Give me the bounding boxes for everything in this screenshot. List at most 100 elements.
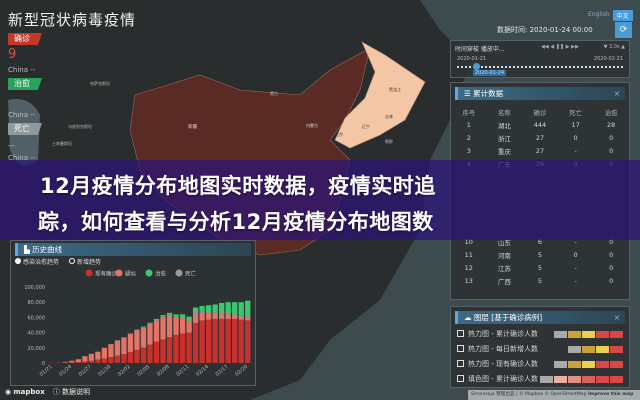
table-row[interactable]: 3 重庆 27 - 0 <box>451 144 629 157</box>
legend-marker[interactable] <box>115 269 123 277</box>
layer-option[interactable]: 填色图 - 累计确诊人数 <box>451 372 629 387</box>
layer-option[interactable]: 热力图 - 每日新增人数 <box>451 342 629 357</box>
layer-option[interactable]: 热力图 - 现有确诊人数 <box>451 357 629 372</box>
legend-chip <box>596 361 609 368</box>
mapbox-logo[interactable]: ◉ mapbox <box>5 388 45 396</box>
speed-control[interactable]: ▼ 3.0s ▲ <box>603 44 625 50</box>
bar-现有确诊 <box>166 337 173 363</box>
data-time: 数据时间: 2020-01-24 00:00 <box>497 25 593 35</box>
cured-badge[interactable]: 治愈 <box>8 78 42 90</box>
language-toggle[interactable]: English 中文 <box>585 10 633 21</box>
legend-marker[interactable] <box>85 269 93 277</box>
x-tick-label: 01/30 <box>97 364 112 378</box>
table-cell: 山东 <box>497 238 511 247</box>
legend-label[interactable]: 死亡 <box>185 270 197 278</box>
column-header: 治愈 <box>604 108 618 117</box>
death-badge[interactable]: 死亡 <box>8 123 42 135</box>
layer-option[interactable]: 热力图 - 累计确诊人数 <box>451 327 629 342</box>
confirmed-region: China -- <box>8 66 36 74</box>
column-header: 名称 <box>497 108 511 117</box>
table-cell: 13 <box>464 276 473 285</box>
radio-new-trend[interactable]: 新增趋势 <box>69 257 101 266</box>
bar-死亡 <box>225 313 231 315</box>
mapbox-icon: ◉ <box>5 388 12 396</box>
layer-legend <box>554 361 623 368</box>
attribution-text[interactable]: Simonsaja 整理出品 | © Mapbox © OpenStreetMa… <box>471 392 587 397</box>
bar-疑似 <box>134 330 140 350</box>
bar-疑似 <box>192 313 199 324</box>
bar-疑似 <box>108 344 114 358</box>
bar-死亡 <box>153 320 160 321</box>
map-label-xj: 新疆 <box>188 123 197 130</box>
bar-现有确诊 <box>245 320 251 363</box>
table-row[interactable]: 13 广西 5 - 0 <box>451 274 629 287</box>
table-cell: 28 <box>607 120 616 129</box>
table-cell: 2 <box>466 133 471 142</box>
improve-map-link[interactable]: Improve this map <box>587 392 634 397</box>
legend-marker[interactable] <box>145 269 153 277</box>
legend-label[interactable]: 现有确诊 <box>95 270 118 278</box>
legend-label[interactable]: 治愈 <box>155 270 167 278</box>
legend-marker[interactable] <box>175 269 183 277</box>
table-cell: 湖北 <box>497 121 511 130</box>
bar-治愈 <box>186 316 192 321</box>
column-header: 确诊 <box>533 108 547 117</box>
bar-现有确诊 <box>186 332 192 363</box>
map-label-uz: 乌兹别克斯坦 <box>68 123 92 129</box>
radio-cure-trend[interactable]: 感染治愈趋势 <box>15 257 59 266</box>
bar-现有确诊 <box>114 355 121 363</box>
legend-chip <box>610 376 623 383</box>
death-value: -- <box>8 141 15 151</box>
x-tick-label: 01/27 <box>78 364 93 378</box>
bar-治愈 <box>147 322 153 324</box>
bar-疑似 <box>186 321 192 333</box>
lang-chinese[interactable]: 中文 <box>612 10 633 21</box>
close-icon[interactable]: × <box>613 313 620 322</box>
confirmed-badge[interactable]: 确诊 <box>8 33 42 45</box>
close-icon[interactable]: × <box>613 89 620 98</box>
legend-label[interactable]: 疑似 <box>125 270 137 278</box>
bar-疑似 <box>62 361 68 363</box>
bar-死亡 <box>160 316 166 318</box>
timeline-handle[interactable] <box>473 63 480 70</box>
table-cell: 5 <box>537 250 543 259</box>
x-tick-label: 02/11 <box>175 364 190 378</box>
table-row[interactable]: 10 山东 6 - 0 <box>451 235 629 248</box>
bar-疑似 <box>232 315 238 320</box>
table-row[interactable]: 1 湖北 444 17 28 <box>451 118 629 131</box>
info-icon: ⓘ <box>52 388 60 396</box>
refresh-button[interactable]: ⟳ <box>615 22 632 38</box>
history-chart-panel: ▙ 历史曲线 感染治愈趋势 新增趋势 现有确诊 疑似 死亡 治愈 0 20,000 40,0… <box>10 240 256 386</box>
bar-现有确诊 <box>173 334 179 363</box>
map-label-nm: 内蒙古 <box>306 122 318 128</box>
layer-legend <box>540 376 623 383</box>
checkbox[interactable] <box>457 375 464 382</box>
timeline-track[interactable] <box>457 66 623 68</box>
map-label-hlj: 黑龙江 <box>389 86 401 92</box>
playback-controls[interactable]: ◀◀ ◀ ❚❚ ▶ ▶▶ <box>541 44 579 50</box>
bar-疑似 <box>95 351 101 360</box>
bar-现有确诊 <box>82 361 88 363</box>
layer-label: 热力图 - 累计确诊人数 <box>468 330 538 338</box>
table-cell: 17 <box>571 120 580 129</box>
table-row[interactable]: 11 河南 5 0 0 <box>451 248 629 261</box>
bar-现有确诊 <box>69 362 75 363</box>
y-tick-label: 0 <box>42 361 45 367</box>
table-row[interactable]: 2 浙江 27 0 0 <box>451 131 629 144</box>
y-tick-label: 20,000 <box>28 346 46 352</box>
checkbox[interactable] <box>457 345 464 352</box>
bar-治愈 <box>173 314 179 317</box>
checkbox[interactable] <box>457 360 464 367</box>
northeast-region <box>334 41 426 149</box>
table-cell: 河南 <box>497 251 511 260</box>
lang-english[interactable]: English <box>588 11 610 18</box>
bar-疑似 <box>101 348 108 359</box>
bar-治愈 <box>160 315 166 317</box>
table-cell: 0 <box>609 263 614 272</box>
layer-label: 热力图 - 每日新增人数 <box>468 345 538 353</box>
bar-疑似 <box>245 317 251 321</box>
data-note-link[interactable]: ⓘ 数据说明 <box>53 387 90 397</box>
table-cell: 江苏 <box>497 264 511 273</box>
checkbox[interactable] <box>457 330 464 337</box>
table-row[interactable]: 12 江苏 5 - 0 <box>451 261 629 274</box>
